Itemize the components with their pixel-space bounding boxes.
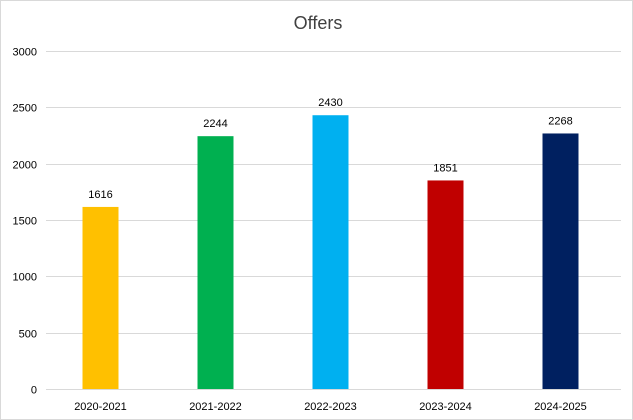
y-axis-ticks: 0 500 1000 1500 2000 2500 3000 [13, 47, 37, 397]
y-tick-label: 500 [19, 329, 37, 341]
data-label-2021-2022: 2244 [203, 118, 227, 130]
data-label-2022-2023: 2430 [318, 97, 342, 109]
bar-2024-2025 [542, 133, 579, 389]
data-labels: 1616 2244 2430 1851 2268 [88, 97, 572, 201]
data-label-2024-2025: 2268 [548, 115, 572, 127]
y-tick-label: 1500 [13, 216, 37, 228]
x-tick-label: 2023-2024 [419, 401, 472, 413]
bar-2020-2021 [82, 206, 119, 389]
chart-title: Offers [294, 13, 343, 33]
data-label-2023-2024: 1851 [433, 162, 457, 174]
x-tick-label: 2020-2021 [74, 401, 127, 413]
bar-2023-2024 [427, 180, 464, 389]
x-tick-label: 2024-2025 [534, 401, 587, 413]
y-tick-label: 3000 [13, 47, 37, 59]
bar-2022-2023 [312, 115, 349, 389]
bar-2021-2022 [197, 136, 234, 389]
y-tick-label: 2000 [13, 160, 37, 172]
x-tick-label: 2021-2022 [189, 401, 242, 413]
y-tick-label: 0 [31, 385, 37, 397]
y-tick-label: 1000 [13, 272, 37, 284]
x-tick-label: 2022-2023 [304, 401, 357, 413]
x-axis-ticks: 2020-2021 2021-2022 2022-2023 2023-2024 2024… [74, 401, 587, 413]
bars [82, 115, 579, 389]
y-tick-label: 2500 [13, 103, 37, 115]
data-label-2020-2021: 1616 [88, 189, 112, 201]
